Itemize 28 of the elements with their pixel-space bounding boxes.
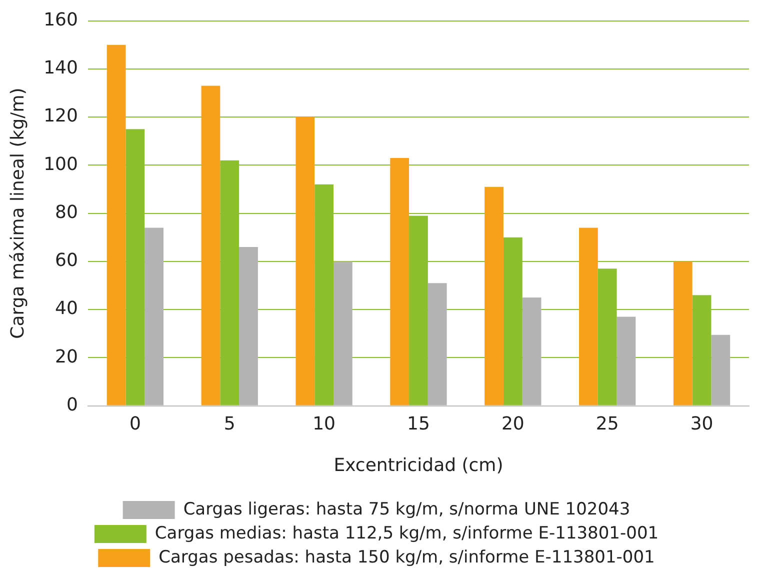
bar — [296, 117, 315, 406]
x-tick-label: 10 — [312, 413, 336, 434]
bar — [201, 86, 220, 406]
y-tick-label: 80 — [55, 202, 78, 223]
y-axis-title: Carga máxima lineal (kg/m) — [7, 88, 28, 339]
bar — [579, 228, 598, 406]
x-tick-label: 30 — [690, 413, 714, 434]
bar — [484, 186, 504, 406]
y-tick-label: 20 — [55, 346, 78, 368]
y-tick-label: 60 — [55, 250, 78, 272]
x-axis-title: Excentricidad (cm) — [334, 454, 504, 476]
bar — [106, 44, 126, 406]
y-tick-label: 120 — [44, 106, 78, 127]
x-tick-label: 0 — [129, 413, 141, 434]
x-tick-label: 25 — [596, 413, 619, 434]
y-tick-label: 0 — [66, 394, 78, 416]
y-tick-label: 40 — [55, 298, 78, 320]
x-tick-label: 20 — [501, 413, 524, 434]
x-tick-label: 15 — [407, 413, 430, 434]
legend-label: Cargas pesadas: hasta 150 kg/m, s/informe E-113801-001 — [158, 547, 655, 568]
y-tick-label: 160 — [44, 9, 78, 30]
legend-label: Cargas medias: hasta 112,5 kg/m, s/informe E-113801-001 — [154, 523, 659, 544]
y-tick-label: 100 — [44, 154, 78, 175]
bar — [673, 261, 692, 406]
legend-label: Cargas ligeras: hasta 75 kg/m, s/norma UNE 102043 — [183, 499, 630, 520]
bar — [390, 158, 410, 406]
y-tick-label: 140 — [44, 58, 78, 79]
x-tick-label: 5 — [224, 413, 236, 434]
